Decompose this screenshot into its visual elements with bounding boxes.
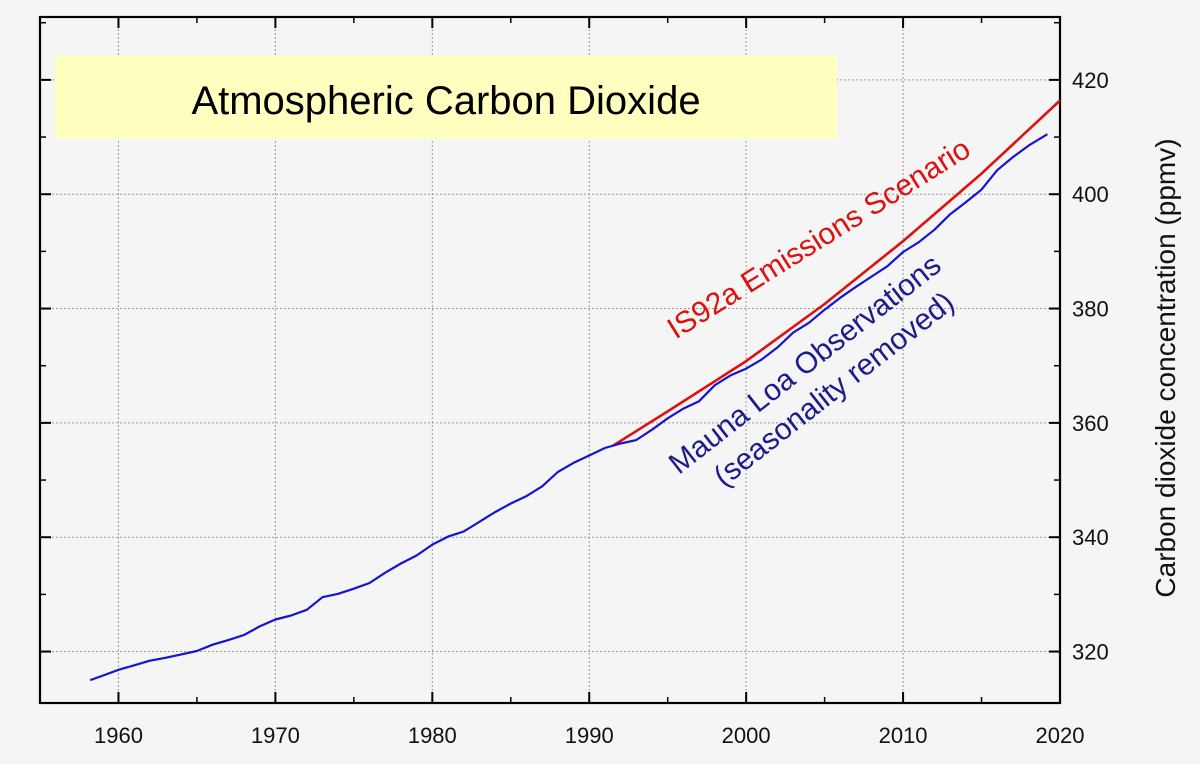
x-tick-label: 1960: [94, 723, 143, 748]
chart-title: Atmospheric Carbon Dioxide: [191, 79, 700, 123]
x-tick-label: 1980: [408, 723, 457, 748]
y-axis-title: Carbon dioxide concentration (ppmv): [1150, 138, 1181, 597]
y-tick-label: 420: [1072, 68, 1109, 93]
title-box: [55, 56, 837, 139]
series-group: [89, 99, 1061, 682]
series-scenario-line: [612, 99, 1061, 447]
x-tick-label: 1990: [565, 723, 614, 748]
x-tick-label: 2010: [879, 723, 928, 748]
plot-frame: [38, 15, 1062, 705]
axis-ticks: 1960 1970 1980 1990 2000 2010 2020 320 340 360 380…: [39, 17, 1109, 748]
x-tick-label: 1970: [251, 723, 300, 748]
x-tick-label: 2000: [722, 723, 771, 748]
x-tick-label: 2020: [1036, 723, 1085, 748]
y-tick-label: 320: [1072, 640, 1109, 665]
observed-label-line1: Mauna Loa Observations: [663, 248, 947, 480]
y-tick-label: 360: [1072, 411, 1109, 436]
series-observed-line: [89, 133, 1048, 682]
y-tick-label: 380: [1072, 297, 1109, 322]
y-tick-label: 340: [1072, 525, 1109, 550]
y-tick-label: 400: [1072, 182, 1109, 207]
